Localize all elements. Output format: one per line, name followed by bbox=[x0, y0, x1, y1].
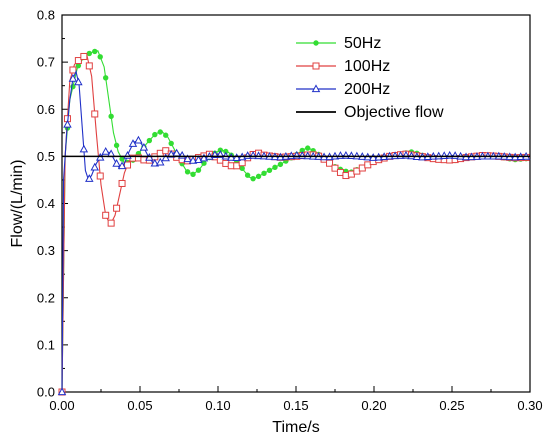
legend-item: 200Hz bbox=[296, 81, 390, 98]
y-tick-label: 0.8 bbox=[37, 8, 55, 23]
data-point bbox=[306, 146, 310, 150]
x-tick-label: 0.25 bbox=[439, 398, 464, 413]
legend-item: 100Hz bbox=[296, 58, 390, 75]
data-point bbox=[153, 132, 157, 136]
data-point bbox=[125, 162, 131, 168]
data-point bbox=[251, 176, 255, 180]
y-tick-label: 0.4 bbox=[37, 196, 55, 211]
y-tick-label: 0.5 bbox=[37, 149, 55, 164]
y-tick-label: 0.3 bbox=[37, 243, 55, 258]
series-1 bbox=[59, 53, 530, 395]
y-tick-label: 0.6 bbox=[37, 102, 55, 117]
y-tick-label: 0.0 bbox=[37, 385, 55, 400]
data-point bbox=[76, 63, 80, 67]
data-point bbox=[202, 161, 206, 165]
data-point bbox=[97, 173, 103, 179]
plot-frame bbox=[62, 15, 530, 392]
legend: 50Hz 100Hz 200Hz Objective flow bbox=[296, 35, 444, 121]
data-point bbox=[102, 148, 109, 154]
data-point bbox=[135, 137, 142, 143]
x-axis-title: Time/s bbox=[272, 419, 319, 436]
x-tick-label: 0.05 bbox=[127, 398, 152, 413]
data-point bbox=[93, 49, 97, 53]
tick-labels: 0.00 0.05 0.10 0.15 0.20 0.25 0.30 0.0 0.1 0.2 0.3… bbox=[37, 8, 543, 414]
data-point bbox=[98, 55, 102, 59]
data-point bbox=[81, 53, 87, 59]
data-point bbox=[245, 173, 249, 177]
data-point bbox=[191, 172, 195, 176]
data-point bbox=[86, 63, 92, 69]
x-tick-label: 0.30 bbox=[517, 398, 542, 413]
legend-label: 50Hz bbox=[344, 35, 381, 52]
data-point bbox=[119, 180, 125, 186]
series-2 bbox=[59, 72, 530, 395]
legend-item: 50Hz bbox=[296, 35, 381, 52]
data-point bbox=[103, 76, 107, 80]
series-line bbox=[62, 72, 530, 392]
data-point bbox=[262, 171, 266, 175]
x-tick-label: 0.20 bbox=[361, 398, 386, 413]
data-point bbox=[273, 165, 277, 169]
y-tick-label: 0.7 bbox=[37, 55, 55, 70]
legend-item: Objective flow bbox=[296, 104, 444, 121]
data-point bbox=[196, 168, 200, 172]
y-tick-label: 0.1 bbox=[37, 337, 55, 352]
data-point bbox=[108, 220, 114, 226]
series-line bbox=[62, 56, 530, 392]
series-line bbox=[62, 51, 530, 392]
data-point bbox=[169, 141, 173, 145]
data-point bbox=[158, 130, 162, 134]
x-tick-label: 0.00 bbox=[49, 398, 74, 413]
legend-label: 200Hz bbox=[344, 81, 390, 98]
data-point bbox=[120, 157, 124, 161]
data-point bbox=[92, 111, 98, 117]
legend-marker bbox=[314, 41, 318, 45]
data-point bbox=[256, 174, 260, 178]
data-point bbox=[147, 138, 151, 142]
y-tick-label: 0.2 bbox=[37, 290, 55, 305]
data-point bbox=[240, 166, 244, 170]
data-point bbox=[114, 205, 120, 211]
y-axis-title: Flow/(L/min) bbox=[9, 159, 26, 247]
data-point bbox=[80, 146, 87, 152]
x-tick-label: 0.10 bbox=[205, 398, 230, 413]
data-point bbox=[109, 114, 113, 118]
data-point bbox=[113, 160, 120, 166]
series-layer bbox=[59, 49, 530, 395]
data-point bbox=[185, 170, 189, 174]
data-point bbox=[70, 67, 76, 73]
legend-label: Objective flow bbox=[344, 104, 444, 121]
data-point bbox=[114, 143, 118, 147]
axes-frame bbox=[62, 15, 530, 392]
x-tick-label: 0.15 bbox=[283, 398, 308, 413]
data-point bbox=[267, 168, 271, 172]
data-point bbox=[103, 212, 109, 218]
series-0 bbox=[60, 49, 530, 394]
legend-label: 100Hz bbox=[344, 58, 390, 75]
data-point bbox=[278, 162, 282, 166]
data-point bbox=[91, 164, 98, 170]
data-point bbox=[164, 133, 168, 137]
data-point bbox=[87, 51, 91, 55]
legend-marker bbox=[313, 63, 319, 69]
